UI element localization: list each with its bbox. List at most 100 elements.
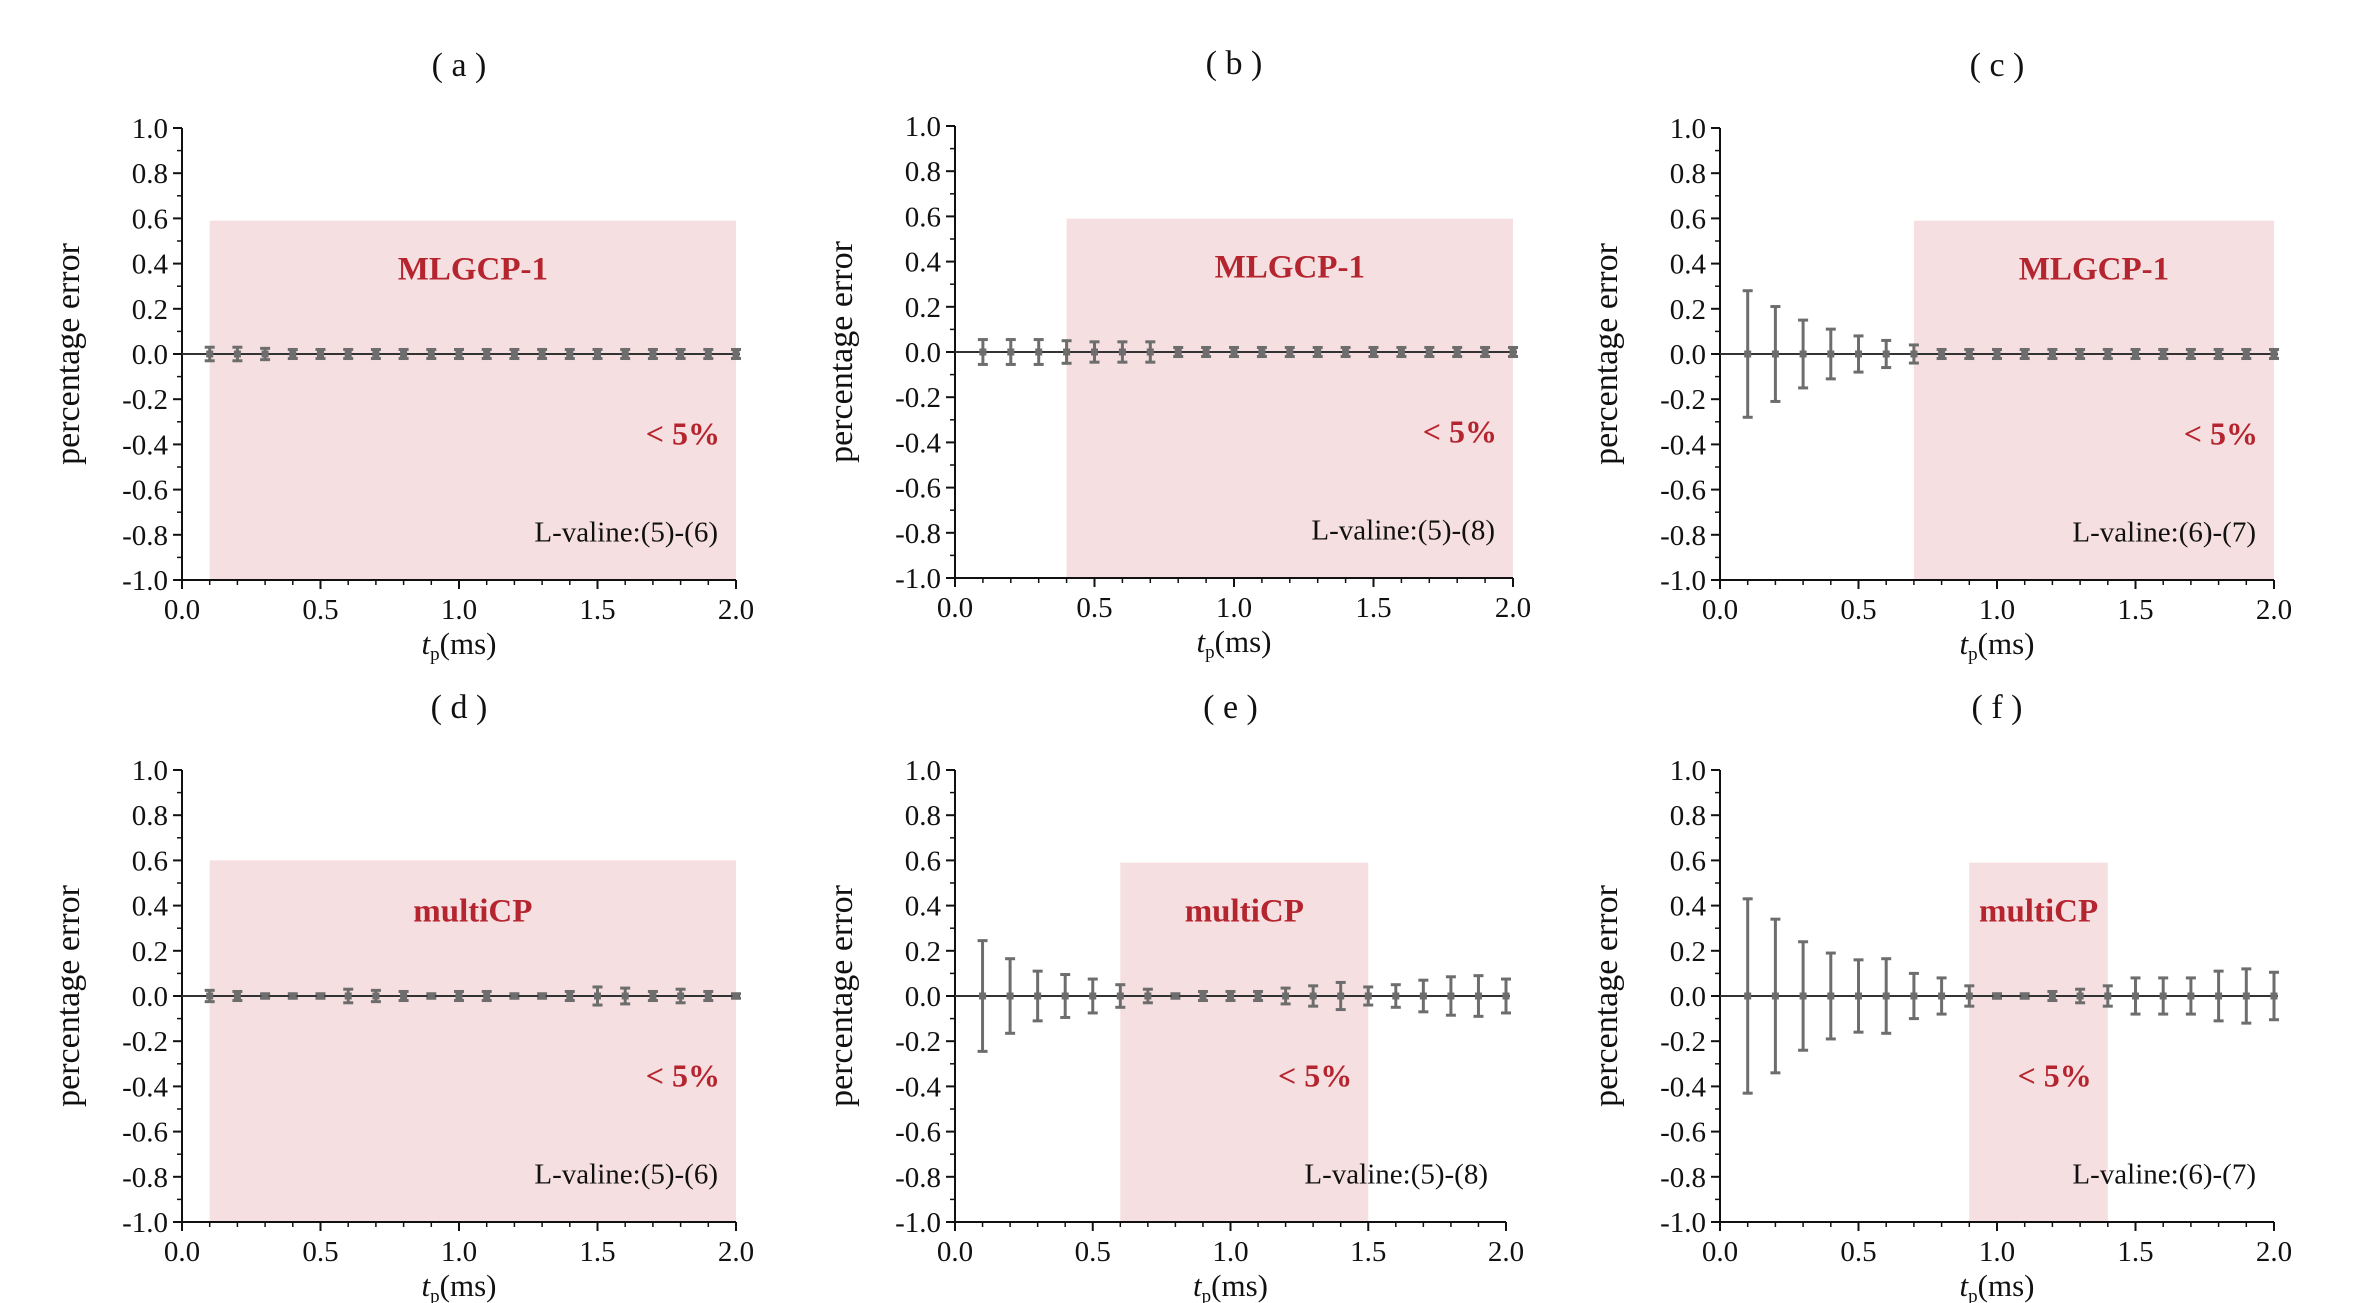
x-axis-label: tp(ms) xyxy=(1960,1268,2035,1303)
data-point xyxy=(2215,992,2223,1000)
data-point xyxy=(1007,348,1015,356)
y-axis-label: percentage error xyxy=(1588,884,1625,1106)
data-point xyxy=(1116,992,1124,1000)
data-point xyxy=(538,992,546,1000)
x-tick-label: 0.0 xyxy=(164,1236,200,1268)
x-tick-label: 2.0 xyxy=(2256,1236,2292,1268)
x-axis-label: tp(ms) xyxy=(1193,1268,1268,1303)
y-tick-label: -0.8 xyxy=(1660,520,1706,552)
data-point xyxy=(427,350,435,358)
data-point xyxy=(1282,992,1290,1000)
y-tick-label: -0.8 xyxy=(895,1162,941,1194)
y-tick-label: 0.2 xyxy=(905,936,941,968)
x-tick-label: 1.5 xyxy=(579,1236,615,1268)
x-tick-label: 2.0 xyxy=(1495,592,1531,624)
threshold-note: < 5% xyxy=(2018,1057,2092,1093)
y-tick-label: 1.0 xyxy=(905,755,941,787)
x-axis-label-unit: (ms) xyxy=(440,626,497,661)
data-point xyxy=(621,350,629,358)
data-point xyxy=(732,350,740,358)
method-label: multiCP xyxy=(1979,893,2098,929)
data-point xyxy=(1286,348,1294,356)
x-tick-label: 1.5 xyxy=(2117,594,2153,626)
data-point xyxy=(1993,350,2001,358)
data-point xyxy=(2076,350,2084,358)
y-tick-label: -0.4 xyxy=(895,1071,941,1103)
threshold-note: < 5% xyxy=(2184,415,2258,451)
y-tick-label: 0.8 xyxy=(905,156,941,188)
panel-a: 1.00.80.60.40.20.0-0.2-0.4-0.6-0.8-1.00.… xyxy=(50,47,754,665)
data-point xyxy=(1171,992,1179,1000)
data-point xyxy=(1342,348,1350,356)
x-tick-label: 2.0 xyxy=(2256,594,2292,626)
data-point xyxy=(510,350,518,358)
data-point xyxy=(649,350,657,358)
data-point xyxy=(1744,350,1752,358)
method-label: multiCP xyxy=(413,893,532,929)
data-point xyxy=(427,992,435,1000)
data-point xyxy=(400,350,408,358)
data-point xyxy=(1034,992,1042,1000)
panel-b: 1.00.80.60.40.20.0-0.2-0.4-0.6-0.8-1.00.… xyxy=(823,45,1531,663)
y-axis-label: percentage error xyxy=(50,884,87,1106)
y-tick-label: 0.2 xyxy=(132,294,168,326)
y-axis-label: percentage error xyxy=(823,240,860,462)
y-tick-label: 0.0 xyxy=(905,981,941,1013)
y-tick-label: 0.0 xyxy=(132,339,168,371)
x-axis-label-unit: (ms) xyxy=(440,1268,497,1303)
data-point xyxy=(2187,350,2195,358)
x-tick-label: 0.0 xyxy=(1702,594,1738,626)
data-point xyxy=(979,992,987,1000)
x-tick-label: 1.5 xyxy=(1350,1236,1386,1268)
data-point xyxy=(2048,992,2056,1000)
data-point xyxy=(1202,348,1210,356)
data-point xyxy=(1910,992,1918,1000)
data-point xyxy=(372,992,380,1000)
panel-label: ( d ) xyxy=(431,689,488,726)
y-tick-label: -0.8 xyxy=(122,1162,168,1194)
y-tick-label: 1.0 xyxy=(132,113,168,145)
data-point xyxy=(2270,992,2278,1000)
data-point xyxy=(594,350,601,358)
y-axis-label: percentage error xyxy=(1588,242,1625,464)
y-tick-label: -0.2 xyxy=(895,1026,941,1058)
y-tick-label: -0.2 xyxy=(122,1026,168,1058)
x-tick-label: 0.5 xyxy=(1076,592,1112,624)
x-tick-label: 1.0 xyxy=(1216,592,1252,624)
x-tick-label: 0.0 xyxy=(164,594,200,626)
panel-label: ( e ) xyxy=(1203,689,1258,726)
data-point xyxy=(1965,350,1973,358)
x-tick-label: 1.0 xyxy=(441,1236,477,1268)
data-point xyxy=(1144,992,1152,1000)
y-tick-label: -0.6 xyxy=(1660,1117,1706,1149)
y-tick-label: -1.0 xyxy=(1660,1207,1706,1239)
y-tick-label: -0.6 xyxy=(895,473,941,505)
x-tick-label: 1.0 xyxy=(1979,594,2015,626)
y-tick-label: -0.6 xyxy=(1660,475,1706,507)
x-tick-label: 1.5 xyxy=(579,594,615,626)
data-point xyxy=(1337,992,1345,1000)
y-tick-label: 0.4 xyxy=(905,891,942,923)
panel-f: 1.00.80.60.40.20.0-0.2-0.4-0.6-0.8-1.00.… xyxy=(1588,689,2292,1303)
y-tick-label: 0.4 xyxy=(905,247,942,279)
panel-label: ( b ) xyxy=(1206,45,1263,82)
panel-c: 1.00.80.60.40.20.0-0.2-0.4-0.6-0.8-1.00.… xyxy=(1588,47,2292,665)
data-point xyxy=(372,350,380,358)
data-point xyxy=(1447,992,1455,1000)
method-label: multiCP xyxy=(1185,893,1304,929)
data-point xyxy=(1397,348,1405,356)
x-axis-label: tp(ms) xyxy=(1197,624,1272,663)
data-point xyxy=(2076,992,2084,1000)
data-point xyxy=(1993,992,2001,1000)
x-axis-label-main: t xyxy=(1197,624,1207,659)
y-tick-label: 0.2 xyxy=(132,936,168,968)
y-tick-label: -0.8 xyxy=(122,520,168,552)
data-point xyxy=(677,350,685,358)
y-tick-label: 0.4 xyxy=(1670,249,1707,281)
data-point xyxy=(2048,350,2056,358)
data-point xyxy=(233,350,241,358)
x-axis-label-sub: p xyxy=(1968,1286,1978,1303)
y-tick-label: -0.6 xyxy=(895,1117,941,1149)
y-tick-label: 1.0 xyxy=(905,111,941,143)
data-point xyxy=(649,992,657,1000)
